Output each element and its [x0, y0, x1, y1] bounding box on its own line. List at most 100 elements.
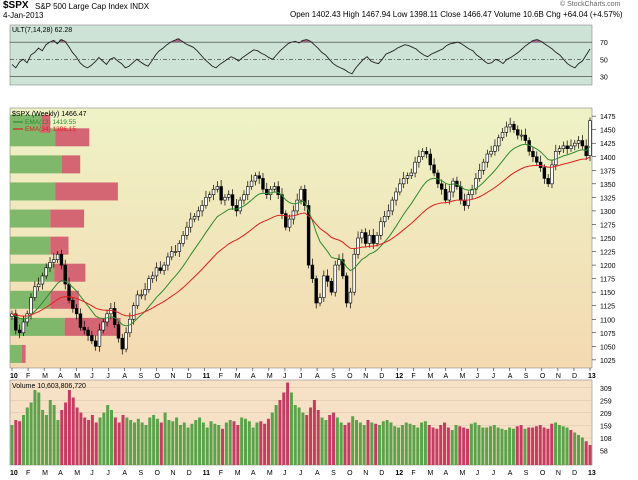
candle-body [390, 199, 394, 212]
volume-bar [263, 423, 267, 465]
volume-bar [485, 427, 489, 465]
x-tick-label: J [283, 470, 287, 477]
x-tick-label: 10 [10, 373, 18, 380]
volume-bar [523, 428, 527, 465]
vbp-up-bar [10, 155, 62, 174]
volume-bar [251, 427, 255, 465]
candle-body [337, 259, 341, 266]
candle-body [59, 253, 64, 266]
candle-body [519, 134, 524, 137]
x-tick-label: A [315, 470, 320, 477]
volume-bar [37, 392, 41, 465]
x-tick-label: A [58, 470, 63, 477]
price-tick-label: 1100 [600, 317, 615, 324]
volume-bar [64, 402, 68, 465]
candle-body [143, 289, 147, 296]
candle-body [204, 197, 208, 206]
vbp-down-bar [64, 317, 121, 336]
candle-body [93, 340, 98, 347]
candle-body [459, 186, 463, 201]
candle-body [371, 234, 375, 244]
x-tick-label: M [74, 470, 80, 477]
volume-bar [155, 418, 159, 465]
candle-body [447, 191, 452, 201]
price-tick-label: 1450 [600, 128, 616, 135]
volume-bar [588, 445, 592, 465]
volume-bar [255, 422, 259, 465]
volume-bar [205, 427, 209, 465]
volume-bar [60, 410, 64, 465]
candle-body [523, 134, 528, 141]
candle-body [356, 237, 360, 255]
candle-body [303, 188, 307, 206]
volume-tick-label: 159 [600, 423, 612, 430]
volume-bar [580, 437, 584, 465]
candle-body [154, 267, 159, 277]
candle-body [565, 145, 569, 149]
volume-bar [136, 418, 140, 465]
candle-body [55, 253, 60, 260]
price-tick-label: 1375 [600, 168, 616, 175]
candle-body [379, 221, 383, 236]
volume-bar [462, 427, 466, 465]
candle-body [314, 278, 318, 304]
volume-bar [121, 415, 125, 465]
volume-bar [186, 427, 190, 465]
x-tick-label: D [187, 373, 192, 380]
volume-bar [423, 421, 427, 465]
x-tick-label: 10 [10, 470, 18, 477]
vbp-up-bar [10, 344, 22, 363]
x-tick-label: D [379, 373, 384, 380]
candle-body [158, 267, 163, 271]
candle-body [52, 259, 56, 263]
volume-bar [228, 420, 232, 465]
candle-body [462, 199, 467, 206]
vbp-down-bar [55, 182, 118, 201]
volume-tick-label: 259 [600, 398, 612, 405]
volume-bar [584, 441, 588, 465]
price-tick-label: 1225 [600, 250, 616, 257]
price-tick-label: 1300 [600, 209, 616, 216]
x-tick-label: F [411, 470, 415, 477]
volume-bar [286, 382, 290, 465]
x-tick-label: D [572, 373, 577, 380]
x-tick-label: M [42, 470, 48, 477]
ult-panel [9, 24, 593, 86]
candle-body [101, 321, 105, 331]
volume-bar [496, 427, 500, 465]
volume-bar [125, 417, 129, 465]
volume-bar [527, 427, 531, 465]
volume-bar [355, 420, 359, 465]
volume-bar [458, 426, 462, 465]
volume-tick-label: 309 [600, 386, 612, 393]
candle-body [234, 205, 239, 212]
volume-bar [397, 427, 401, 465]
candle-body [215, 186, 220, 190]
volume-bar [221, 428, 225, 465]
volume-bar [477, 425, 481, 465]
candle-body [538, 161, 543, 168]
candle-body [310, 264, 315, 279]
volume-bar [446, 427, 450, 465]
candle-body [131, 305, 136, 320]
candle-body [481, 161, 486, 171]
volume-bar [293, 405, 297, 465]
price-tick-label: 1200 [600, 263, 616, 270]
candle-body [219, 186, 223, 201]
volume-bar [148, 417, 152, 465]
index-name: S&P 500 Large Cap Index INDX [35, 2, 150, 11]
volume-bar [347, 422, 351, 465]
candle-body [401, 178, 406, 185]
candle-body [318, 297, 322, 304]
candle-body [82, 327, 86, 331]
candle-body [196, 210, 201, 217]
volume-bar [554, 422, 558, 465]
vbp-down-bar [21, 344, 26, 363]
volume-bar [389, 422, 393, 465]
volume-bar [301, 412, 305, 465]
x-tick-label: 12 [395, 373, 403, 380]
volume-bar [443, 422, 447, 465]
candle-body [557, 148, 562, 152]
x-tick-label: F [219, 470, 223, 477]
volume-bar [538, 425, 542, 465]
